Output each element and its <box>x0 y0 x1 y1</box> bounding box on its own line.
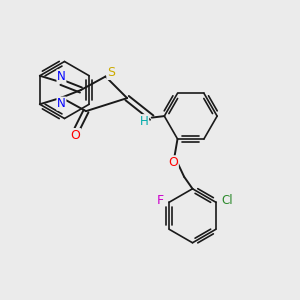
Text: F: F <box>157 194 164 207</box>
Text: S: S <box>107 66 115 80</box>
Text: H: H <box>140 115 148 128</box>
Text: Cl: Cl <box>221 194 233 207</box>
Text: O: O <box>70 129 80 142</box>
Text: N: N <box>57 70 66 83</box>
Text: N: N <box>57 97 66 110</box>
Text: O: O <box>168 156 178 169</box>
